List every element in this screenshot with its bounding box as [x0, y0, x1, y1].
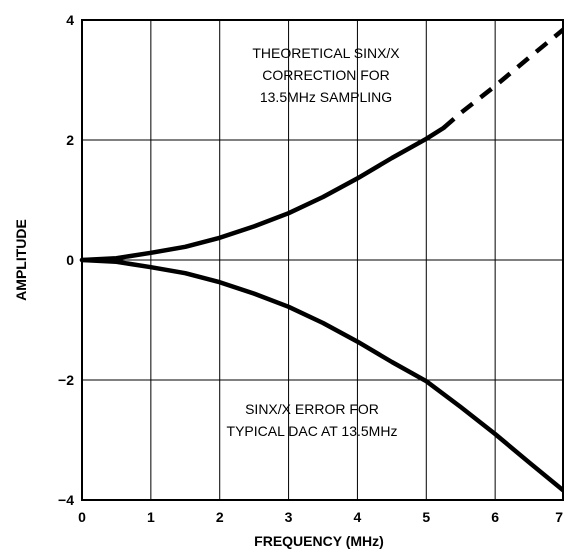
series-line-error	[79, 257, 564, 494]
annotation-correction-line-1: THEORETICAL SINX/X	[252, 45, 400, 61]
grid	[82, 20, 564, 500]
y-tick-label: −4	[58, 492, 74, 508]
x-axis-title: FREQUENCY (MHz)	[254, 533, 384, 549]
x-tick-label: 2	[216, 509, 224, 525]
x-tick-label: 0	[78, 509, 86, 525]
y-tick-label: 4	[66, 12, 74, 28]
x-tick-label: 1	[147, 509, 155, 525]
series-line-correction-dashed	[442, 27, 564, 130]
y-tick-label: −2	[58, 372, 74, 388]
annotation-correction-line-2: CORRECTION FOR	[262, 67, 390, 83]
tick-labels: 0 1 2 3 4 5 6 7 4 2 0 −2 −4	[58, 12, 563, 525]
x-tick-label: 5	[422, 509, 430, 525]
series-layer	[79, 27, 564, 494]
y-tick-label: 0	[66, 252, 74, 268]
y-axis-title: AMPLITUDE	[13, 219, 29, 301]
y-tick-label: 2	[66, 132, 74, 148]
x-tick-label: 3	[285, 509, 293, 525]
x-tick-label: 7	[555, 509, 563, 525]
annotation-error-line-1: SINX/X ERROR FOR	[245, 401, 379, 417]
x-tick-label: 6	[491, 509, 499, 525]
series-line-correction	[79, 125, 446, 263]
annotation-correction-line-3: 13.5MHz SAMPLING	[260, 89, 392, 105]
plot-frame	[81, 19, 564, 501]
annotation-error-line-2: TYPICAL DAC AT 13.5MHz	[227, 423, 398, 439]
x-tick-label: 4	[354, 509, 362, 525]
